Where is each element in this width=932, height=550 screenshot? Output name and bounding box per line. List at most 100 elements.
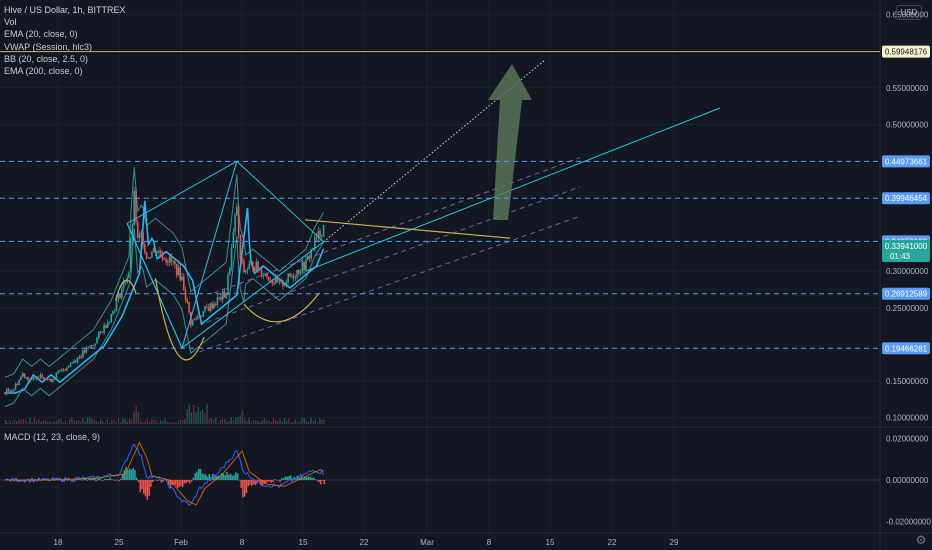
price-level-tag bbox=[882, 155, 930, 168]
candle-body bbox=[39, 374, 42, 378]
volume-bar bbox=[122, 418, 124, 424]
candle-body bbox=[50, 378, 52, 382]
candle-body bbox=[55, 373, 58, 379]
x-tick-label: 29 bbox=[670, 538, 679, 547]
candle-body bbox=[280, 280, 282, 282]
macd-histogram-bar bbox=[187, 480, 189, 482]
macd-histogram-bar bbox=[17, 480, 19, 482]
legend-item-bb[interactable]: BB (20, close, 2.5, 0) bbox=[4, 53, 89, 64]
macd-histogram-bar bbox=[226, 472, 228, 480]
x-tick-label: 22 bbox=[360, 538, 369, 547]
macd-histogram-bar bbox=[128, 468, 131, 480]
volume-bar bbox=[71, 417, 73, 424]
candle-body bbox=[255, 261, 258, 271]
candle-body bbox=[282, 280, 284, 286]
volume-bar bbox=[230, 417, 232, 424]
chart-drawings bbox=[115, 59, 721, 361]
legend-item-vol[interactable]: Vol bbox=[4, 17, 17, 28]
macd-histogram-bar bbox=[169, 480, 172, 489]
candle-body bbox=[197, 316, 199, 319]
candle-body bbox=[34, 376, 36, 378]
volume-bar bbox=[197, 406, 199, 424]
candle-body bbox=[188, 302, 190, 313]
candle-body bbox=[105, 324, 107, 328]
candle-body bbox=[287, 273, 289, 282]
volume-bar bbox=[252, 420, 255, 424]
macd-histogram-bar bbox=[251, 480, 253, 486]
volume-bar bbox=[113, 419, 115, 424]
candle-body bbox=[115, 300, 118, 311]
candle-body bbox=[119, 293, 121, 298]
volume-bar bbox=[29, 417, 31, 424]
macd-histogram-bar bbox=[146, 480, 149, 500]
macd-histogram-bar bbox=[240, 480, 242, 488]
legend-item-ema20[interactable]: EMA (20, close, 0) bbox=[4, 29, 78, 40]
candle-body bbox=[16, 383, 19, 385]
volume-bar bbox=[175, 422, 177, 424]
macd-histogram-bar bbox=[91, 478, 94, 480]
volume-bar bbox=[84, 421, 86, 424]
legend-item-ema200[interactable]: EMA (200, close, 0) bbox=[4, 66, 83, 77]
candle-body bbox=[144, 244, 146, 253]
volume-bar bbox=[270, 422, 272, 424]
candle-body bbox=[204, 306, 206, 312]
y-tick-label: 0.10000000 bbox=[886, 414, 929, 423]
macd-histogram-bar bbox=[235, 472, 237, 480]
settings-gear-icon[interactable]: ⚙ bbox=[915, 533, 927, 547]
candle-body bbox=[152, 248, 155, 253]
macd-histogram-bar bbox=[112, 479, 115, 481]
volume-bar bbox=[9, 420, 11, 424]
candle-body bbox=[184, 290, 187, 300]
volume-bar bbox=[47, 422, 49, 424]
macd-histogram-bar bbox=[93, 477, 95, 480]
macd-histogram-bar bbox=[137, 480, 140, 483]
macd-histogram-bar bbox=[219, 475, 221, 480]
volume-bar bbox=[199, 411, 201, 424]
candle-body bbox=[289, 273, 291, 277]
candle-body bbox=[209, 303, 212, 312]
legend-item-vwap[interactable]: VWAP (Session, hlc3) bbox=[4, 41, 93, 52]
macd-histogram-bar bbox=[157, 480, 159, 481]
candle-body bbox=[136, 221, 139, 238]
volume-bar bbox=[44, 419, 47, 424]
price-level-label: 0.44973661 bbox=[885, 157, 928, 166]
candle-body bbox=[216, 297, 219, 305]
macd-histogram-bar bbox=[307, 476, 310, 480]
macd-histogram-bar bbox=[289, 475, 292, 480]
volume-bar bbox=[206, 403, 208, 424]
candle-body bbox=[73, 360, 75, 363]
volume-bar bbox=[259, 422, 261, 424]
macd-histogram-bar bbox=[95, 480, 97, 482]
volume-bar bbox=[95, 421, 98, 424]
candle-body bbox=[46, 379, 49, 380]
macd-histogram-bar bbox=[121, 474, 124, 480]
volume-bar bbox=[126, 421, 128, 424]
macd-histogram-bar bbox=[102, 480, 104, 481]
candle-body bbox=[214, 304, 217, 305]
macd-histogram-bar bbox=[302, 478, 304, 480]
candle-body bbox=[149, 257, 151, 259]
x-tick-label: 15 bbox=[546, 538, 555, 547]
candle-body bbox=[257, 261, 259, 271]
candle-body bbox=[53, 378, 56, 380]
volume-bar bbox=[239, 415, 241, 424]
volume-bar bbox=[305, 421, 308, 424]
currency-button[interactable]: USD bbox=[896, 5, 922, 20]
volume-bar bbox=[319, 418, 321, 424]
candle-body bbox=[57, 371, 59, 374]
candle-body bbox=[170, 256, 173, 262]
macd-y-tick-label: -0.02000000 bbox=[886, 518, 931, 527]
volume-bar bbox=[237, 416, 239, 424]
macd-histogram-bar bbox=[199, 468, 202, 480]
volume-bars bbox=[5, 403, 325, 424]
candle-body bbox=[11, 390, 13, 392]
macd-legend[interactable]: MACD (12, 23, close, 9) bbox=[4, 432, 101, 442]
macd-histogram-bar bbox=[247, 480, 249, 487]
candle-body bbox=[18, 379, 20, 385]
volume-bar bbox=[228, 421, 230, 424]
candle-body bbox=[301, 261, 304, 273]
candle-body bbox=[182, 276, 185, 291]
candle-body bbox=[298, 270, 300, 274]
candle-body bbox=[90, 344, 93, 347]
